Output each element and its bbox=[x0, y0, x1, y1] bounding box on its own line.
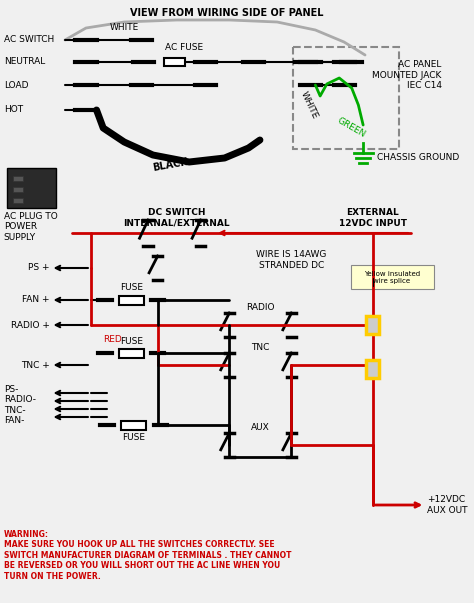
Text: AC FUSE: AC FUSE bbox=[165, 42, 203, 51]
Text: LOAD: LOAD bbox=[4, 80, 28, 89]
Text: BLACK: BLACK bbox=[152, 157, 189, 173]
Text: RADIO +: RADIO + bbox=[11, 321, 50, 329]
Text: WARNING:
MAKE SURE YOU HOOK UP ALL THE SWITCHES CORRECTLY. SEE
SWITCH MANUFACTUR: WARNING: MAKE SURE YOU HOOK UP ALL THE S… bbox=[4, 530, 292, 581]
Text: WHITE: WHITE bbox=[109, 24, 139, 33]
Bar bbox=[164, 58, 185, 66]
Text: CHASSIS GROUND: CHASSIS GROUND bbox=[377, 154, 460, 162]
Text: FAN +: FAN + bbox=[22, 295, 50, 305]
Text: HOT: HOT bbox=[4, 106, 23, 115]
Bar bbox=[7, 168, 56, 208]
Text: AC SWITCH: AC SWITCH bbox=[4, 36, 54, 45]
FancyBboxPatch shape bbox=[351, 265, 434, 289]
Text: NEUTRAL: NEUTRAL bbox=[4, 57, 45, 66]
Text: +12VDC
AUX OUT: +12VDC AUX OUT bbox=[427, 495, 468, 515]
Text: Yellow insulated
wire splice: Yellow insulated wire splice bbox=[364, 271, 420, 283]
Text: VIEW FROM WIRING SIDE OF PANEL: VIEW FROM WIRING SIDE OF PANEL bbox=[130, 8, 323, 18]
Bar bbox=[366, 316, 379, 334]
Bar bbox=[119, 296, 144, 305]
Text: RED: RED bbox=[103, 335, 122, 344]
Bar bbox=[121, 421, 146, 430]
Text: TNC +: TNC + bbox=[21, 361, 50, 370]
Text: RADIO: RADIO bbox=[246, 303, 274, 312]
Text: EXTERNAL
12VDC INPUT: EXTERNAL 12VDC INPUT bbox=[339, 208, 407, 228]
Text: AC PANEL
MOUNTED JACK
IEC C14: AC PANEL MOUNTED JACK IEC C14 bbox=[372, 60, 441, 90]
Text: PS +: PS + bbox=[28, 264, 50, 273]
Text: FUSE: FUSE bbox=[120, 283, 143, 292]
Text: TNC: TNC bbox=[251, 344, 269, 353]
Text: WHITE: WHITE bbox=[300, 90, 320, 120]
Text: AUX: AUX bbox=[251, 423, 269, 432]
Bar bbox=[366, 360, 379, 378]
Bar bbox=[13, 198, 23, 203]
Text: FUSE: FUSE bbox=[120, 336, 143, 346]
Text: GREEN: GREEN bbox=[336, 116, 367, 140]
Bar bbox=[13, 187, 23, 192]
Text: DC SWITCH
INTERNAL/EXTERNAL: DC SWITCH INTERNAL/EXTERNAL bbox=[124, 208, 230, 228]
Text: WIRE IS 14AWG
STRANDED DC: WIRE IS 14AWG STRANDED DC bbox=[256, 250, 327, 270]
Text: AC PLUG TO
POWER
SUPPLY: AC PLUG TO POWER SUPPLY bbox=[4, 212, 57, 242]
Bar bbox=[13, 176, 23, 181]
Bar bbox=[119, 349, 144, 358]
Text: PS-
RADIO-
TNC-
FAN-: PS- RADIO- TNC- FAN- bbox=[4, 385, 36, 425]
Text: FUSE: FUSE bbox=[122, 432, 146, 441]
